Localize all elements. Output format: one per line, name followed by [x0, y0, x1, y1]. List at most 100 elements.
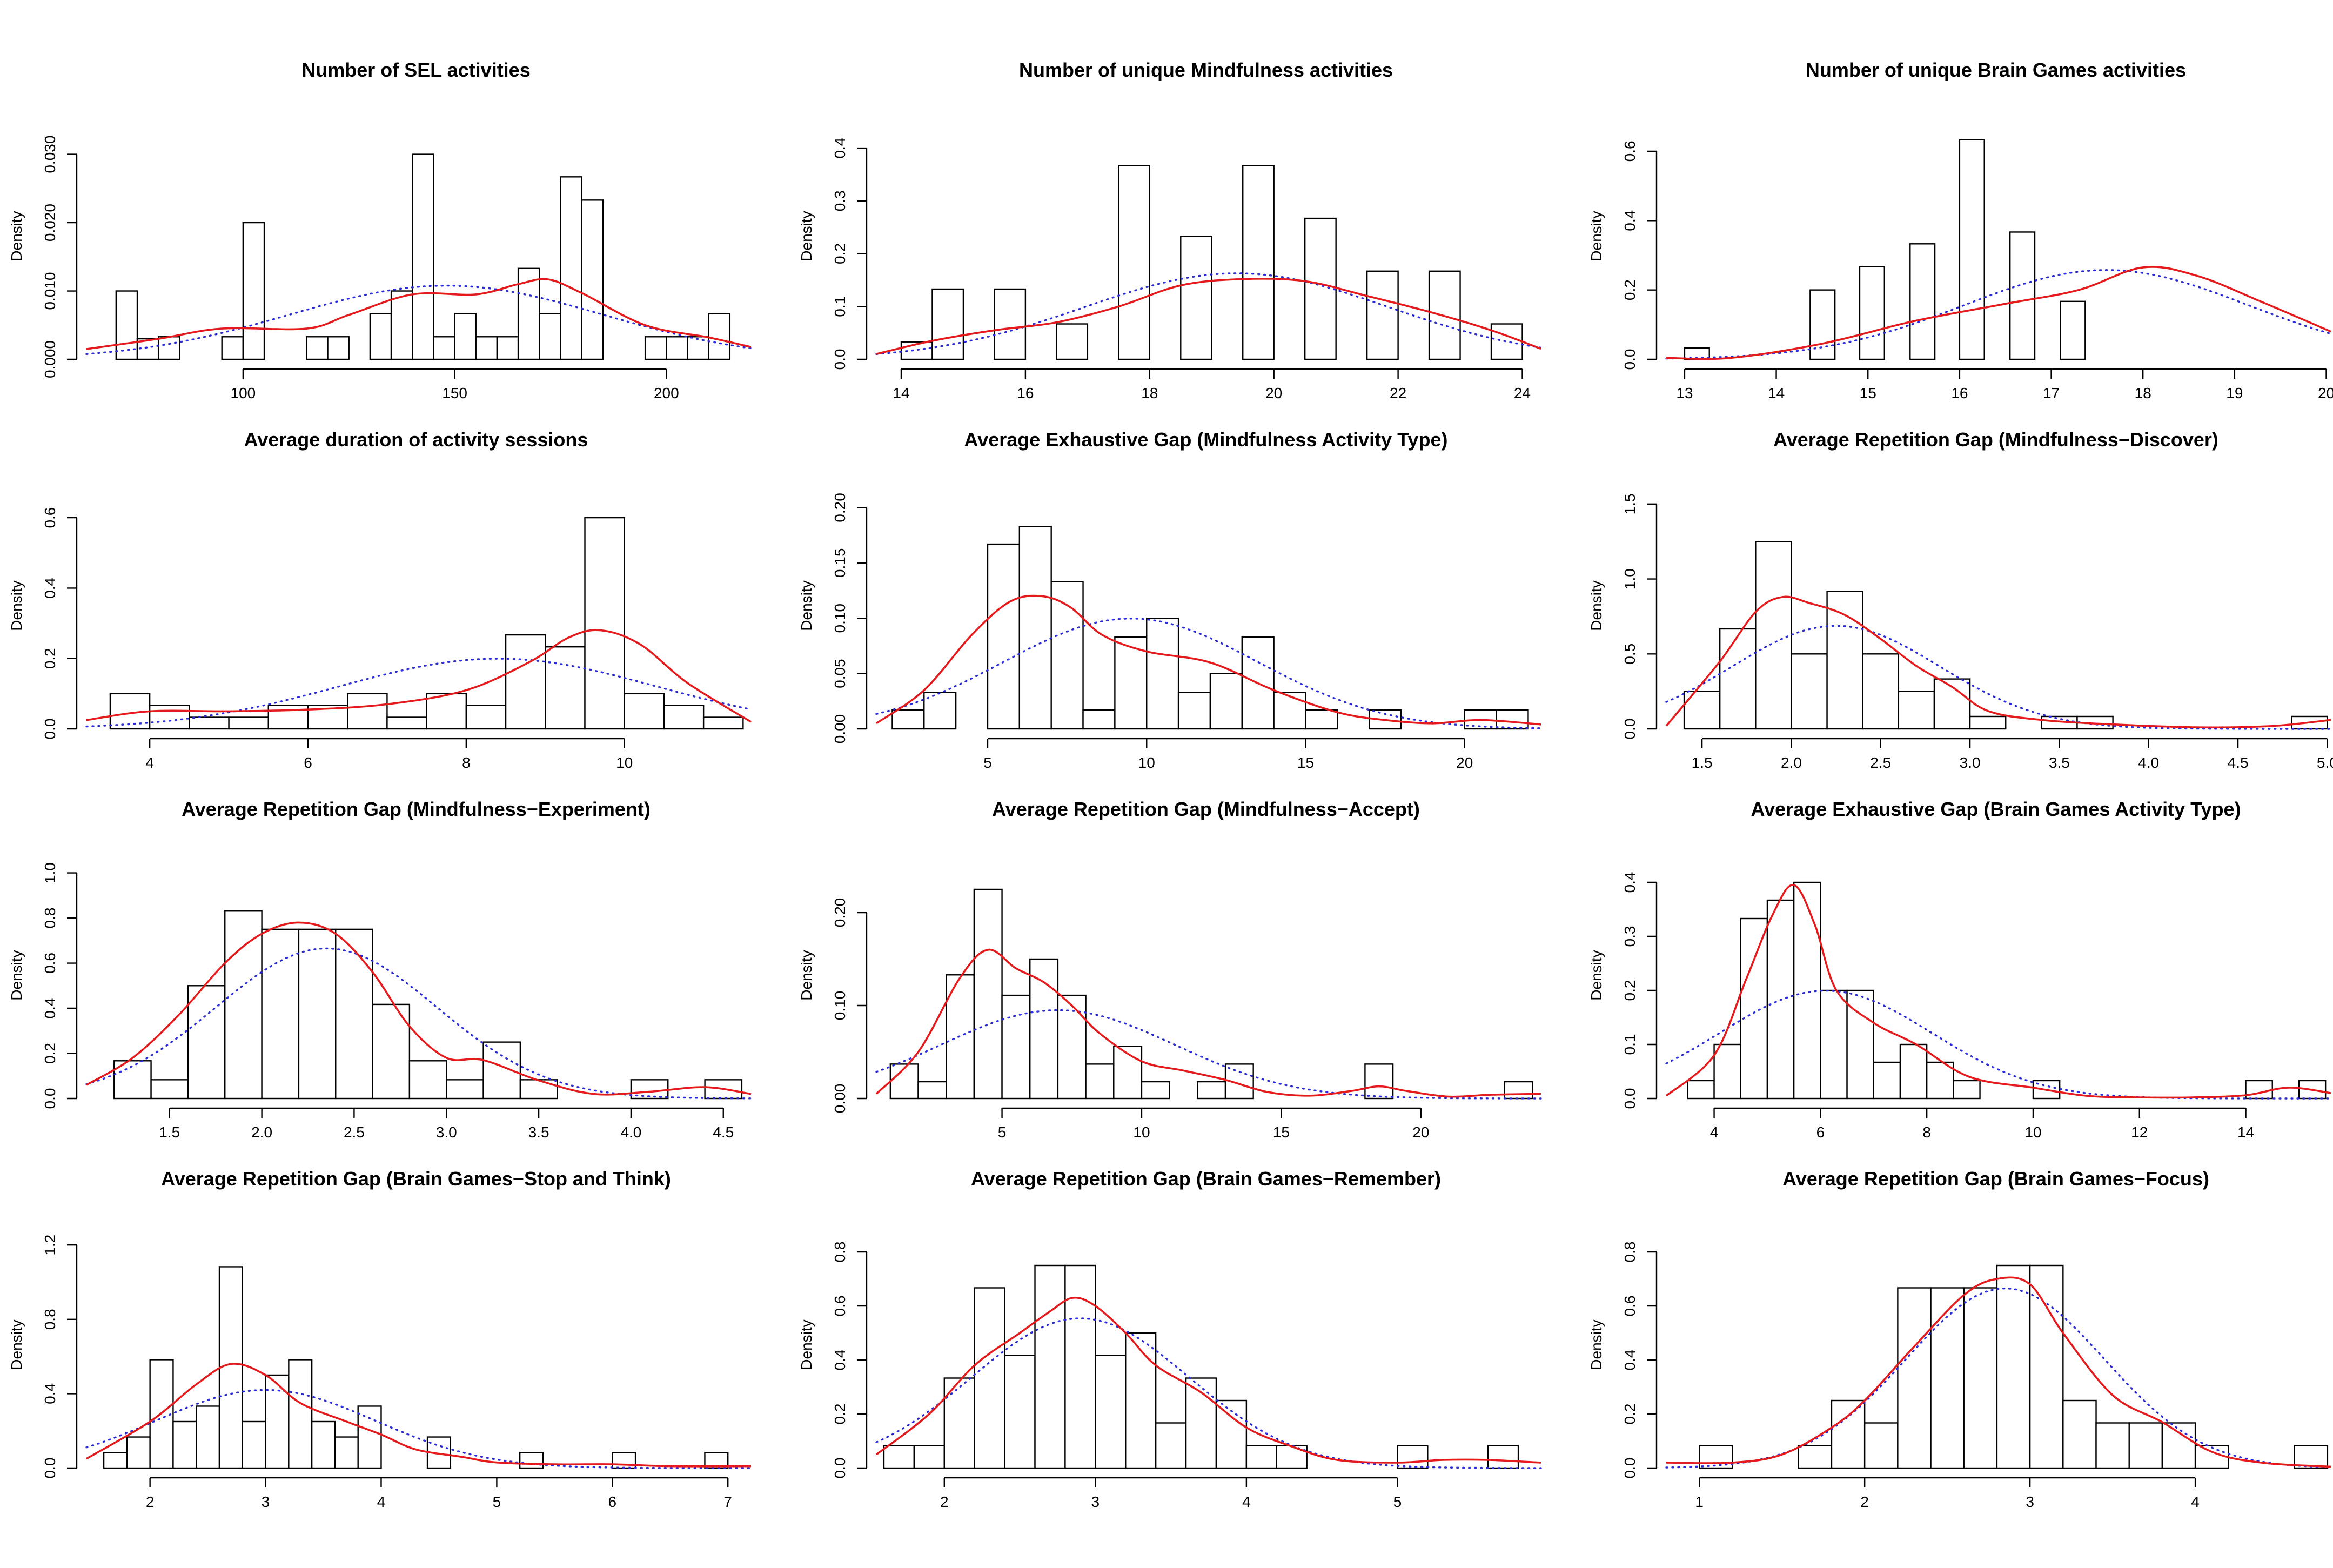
y-axis: 0.0 0.5 1.0 1.5	[1621, 493, 1658, 739]
plot-area: 1.5 2.0 2.5 3.0 3.5 4.0 4.5 0.0 0.2 0.4 0.6 0.8 1.0	[42, 862, 752, 1141]
histogram-bars	[883, 1264, 1519, 1469]
y-tick-label: 0.030	[42, 136, 58, 173]
y-axis-label: Density	[8, 211, 25, 261]
histogram-bar	[687, 336, 709, 360]
panel-repetition-gap-remember: Average Repetition Gap (Brain Games−Reme…	[798, 1168, 1542, 1510]
y-tick-label: 0.000	[42, 340, 58, 378]
histogram-bar	[1125, 1332, 1157, 1469]
x-tick-label: 3	[1091, 1493, 1100, 1510]
x-tick-label: 15	[1273, 1124, 1290, 1141]
histogram-bar	[1909, 243, 1936, 360]
x-tick-label: 14	[1768, 385, 1785, 401]
histogram-bar	[943, 1377, 975, 1469]
histogram-bar	[891, 709, 925, 730]
x-tick-label: 19	[2226, 385, 2243, 401]
x-tick-label: 2.5	[1870, 754, 1891, 771]
plot-area: 5 10 15 20 0.00 0.05 0.10 0.15 0.20	[832, 493, 1542, 771]
histogram-bar	[1713, 1043, 1741, 1100]
x-tick-label: 17	[2043, 385, 2060, 401]
y-axis-label: Density	[8, 580, 25, 631]
histogram-bar	[2194, 1445, 2229, 1469]
histogram-bar	[261, 928, 300, 1100]
y-tick-label: 0.2	[42, 648, 58, 669]
histogram-bar	[1397, 1445, 1429, 1469]
histogram-bar	[2245, 1080, 2273, 1100]
y-tick-label: 0.4	[1621, 872, 1638, 893]
histogram-bar	[150, 1079, 189, 1100]
x-tick-label: 4	[1710, 1124, 1719, 1141]
histogram-bar	[218, 1266, 243, 1469]
histogram-bar	[663, 705, 705, 730]
x-axis: 5 10 15 20	[998, 1107, 1429, 1141]
histogram-bar	[298, 928, 337, 1100]
normal-density-curve	[1665, 269, 2332, 360]
histogram-bar	[433, 336, 455, 360]
y-tick-label: 0.0	[42, 1088, 58, 1109]
kernel-density-curve	[876, 277, 1541, 355]
histogram-bars	[115, 153, 731, 360]
histogram-bar	[1064, 1264, 1096, 1469]
histogram-bar	[1197, 1081, 1226, 1100]
histogram-bar	[1018, 526, 1052, 730]
histogram-bar	[1831, 1399, 1866, 1469]
x-tick-label: 200	[654, 385, 679, 401]
panel-title: Average Repetition Gap (Brain Games−Stop…	[161, 1168, 671, 1190]
kernel-density-curve	[1666, 1276, 2331, 1468]
plot-area: 14 16 18 20 22 24 0.0 0.1 0.2 0.3 0.4	[832, 138, 1542, 401]
y-tick-label: 0.020	[42, 204, 58, 242]
x-tick-label: 2.0	[251, 1124, 272, 1141]
x-tick-label: 14	[2237, 1124, 2254, 1141]
histogram-bar	[228, 716, 269, 730]
histogram-bar	[560, 176, 582, 360]
histogram-bar	[1245, 1445, 1277, 1469]
histogram-bar	[1826, 591, 1863, 730]
x-tick-label: 18	[1141, 385, 1158, 401]
y-tick-label: 0.4	[832, 1350, 848, 1371]
x-tick-label: 5	[998, 1124, 1007, 1141]
x-tick-label: 14	[893, 385, 909, 401]
histogram-bar	[426, 693, 467, 730]
y-tick-label: 0.4	[42, 1383, 58, 1404]
x-tick-label: 4.0	[620, 1124, 641, 1141]
x-tick-label: 2	[940, 1493, 949, 1510]
y-tick-label: 0.0	[42, 719, 58, 740]
y-tick-label: 0.0	[1621, 1088, 1638, 1109]
histogram-bar	[454, 313, 477, 360]
normal-density-curve	[1665, 625, 2332, 730]
histogram-bar	[357, 1405, 382, 1469]
y-axis-label: Density	[8, 1319, 25, 1370]
histogram-bar	[1959, 139, 1985, 360]
histogram-bar	[1113, 1046, 1143, 1100]
histogram-bars	[109, 517, 744, 730]
kernel-density-curve	[1665, 595, 2331, 729]
histogram-bar	[1095, 1355, 1127, 1469]
y-axis-label: Density	[1588, 1319, 1605, 1370]
y-tick-label: 1.5	[1621, 493, 1638, 514]
y-axis-label: Density	[798, 580, 815, 631]
histogram-bar	[624, 693, 665, 730]
histogram-bar	[666, 336, 688, 360]
kernel-density-curve	[875, 1296, 1541, 1464]
panel-title: Average Repetition Gap (Brain Games−Focu…	[1782, 1168, 2209, 1190]
histogram-bar	[334, 1436, 359, 1469]
histogram-bar	[974, 1287, 1005, 1469]
histogram-bar	[1118, 165, 1150, 360]
y-tick-label: 0.2	[832, 243, 848, 264]
panel-title: Number of unique Mindfulness activities	[1019, 59, 1393, 81]
y-tick-label: 0.4	[42, 578, 58, 599]
x-tick-label: 4	[2191, 1493, 2200, 1510]
histogram-bar	[1873, 1061, 1901, 1100]
kernel-density-curve	[875, 594, 1541, 726]
y-axis-label: Density	[798, 211, 815, 261]
histogram-bar	[115, 290, 138, 360]
histogram-bar	[2060, 300, 2086, 360]
histogram-bar	[1719, 628, 1757, 730]
histogram-bar	[347, 693, 388, 730]
panel-title: Average Repetition Gap (Mindfulness−Acce…	[992, 798, 1420, 820]
histogram-bar	[708, 313, 731, 360]
histogram-bar	[465, 705, 507, 730]
panel-title: Average Repetition Gap (Brain Games−Reme…	[971, 1168, 1441, 1190]
x-tick-label: 3	[2026, 1493, 2034, 1510]
histogram-bars	[889, 888, 1533, 1100]
x-tick-label: 6	[304, 754, 312, 771]
